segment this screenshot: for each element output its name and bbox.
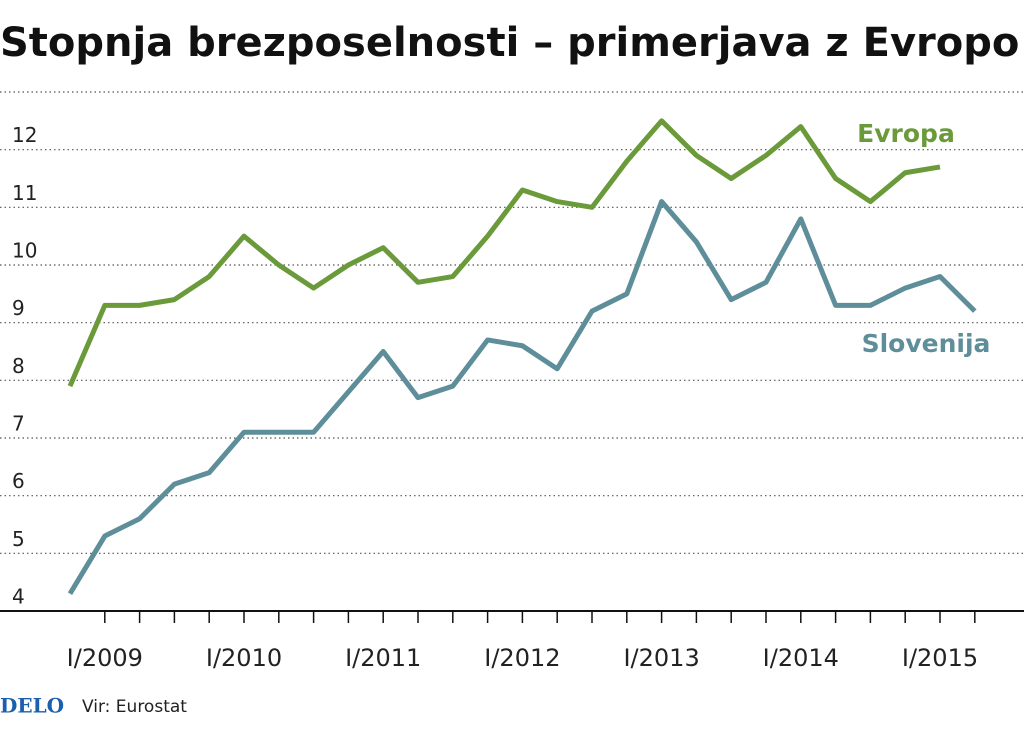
x-tick-label: I/2009	[67, 644, 143, 672]
x-tick-label: I/2010	[206, 644, 282, 672]
logo: DELO	[0, 694, 64, 718]
x-tick-label: I/2013	[623, 644, 699, 672]
y-tick-label: 10	[12, 239, 37, 263]
y-tick-label: 12	[12, 123, 37, 147]
y-tick-label: 11	[12, 181, 37, 205]
y-tick-label: 6	[12, 469, 25, 493]
y-tick-label: 4	[12, 585, 25, 609]
y-tick-label: 8	[12, 354, 25, 378]
line-series	[67, 199, 977, 595]
series-label: Evropa	[857, 119, 955, 148]
y-tick-label: 5	[12, 527, 25, 551]
y-tick-label: 9	[12, 296, 25, 320]
line-series	[67, 118, 941, 388]
source: Vir: Eurostat	[82, 697, 187, 717]
x-tick-label: I/2015	[902, 644, 978, 672]
y-tick-label: 7	[12, 412, 25, 436]
x-tick-label: I/2014	[763, 644, 839, 672]
x-tick-label: I/2011	[345, 644, 421, 672]
series-label: Slovenija	[862, 329, 991, 358]
x-tick-label: I/2012	[484, 644, 560, 672]
chart-title: Stopnja brezposelnosti – primerjava z Ev…	[0, 20, 1019, 66]
